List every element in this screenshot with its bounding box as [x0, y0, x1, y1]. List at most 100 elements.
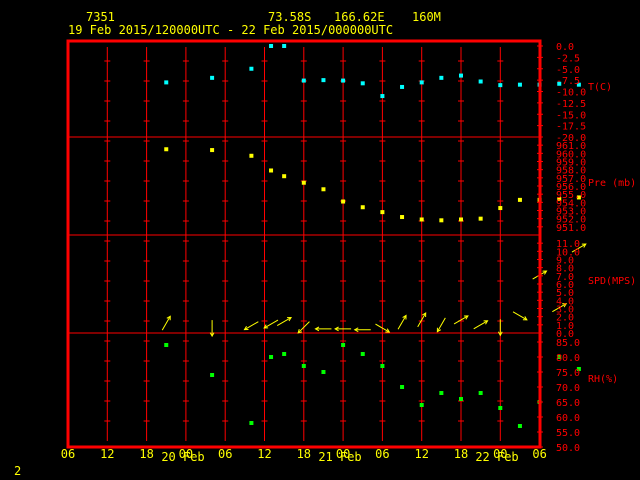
- humidity-point: [360, 352, 365, 356]
- pressure-point: [439, 218, 444, 223]
- temperature-point: [576, 82, 581, 87]
- wind-arrow-head: [422, 312, 427, 318]
- wind-arrow: [161, 316, 171, 331]
- humidity-point: [478, 391, 483, 395]
- data-marks: [161, 44, 587, 428]
- wind-arrow-head: [483, 320, 489, 325]
- wind-arrow-head: [497, 331, 503, 337]
- y-tick-label: 953.0: [556, 207, 586, 218]
- temperature-point: [301, 78, 306, 83]
- temperature-point: [400, 84, 405, 89]
- humidity-point: [400, 385, 405, 389]
- pressure-point: [269, 168, 274, 173]
- temperature-point: [249, 66, 254, 71]
- pressure-point: [498, 206, 503, 211]
- temperature-point: [341, 78, 346, 83]
- temperature-point: [282, 44, 287, 48]
- wind-arrow-head: [209, 332, 215, 338]
- panel-label: RH(%): [588, 374, 618, 385]
- wind-arrow: [263, 319, 279, 329]
- y-tick-label: 80.0: [556, 353, 580, 364]
- wind-arrow: [453, 315, 469, 325]
- wind-arrow-head: [353, 327, 359, 333]
- right-axis: 0.0-2.5-5.0-7.5-10.0-12.5-15.0-17.5-20.0…: [537, 42, 636, 454]
- y-tick-label: 0.0: [556, 42, 574, 53]
- y-tick-label: 60.0: [556, 413, 580, 424]
- panel-label: SPD(MPS): [588, 276, 636, 287]
- pressure-point: [400, 215, 405, 220]
- y-tick-label: 5.0: [556, 288, 574, 299]
- temperature-point: [419, 80, 424, 85]
- pressure-point: [360, 205, 365, 210]
- humidity-point: [164, 343, 169, 347]
- humidity-point: [419, 403, 424, 407]
- pressure-point: [517, 197, 522, 202]
- y-tick-label: -15.0: [556, 110, 586, 121]
- wind-arrow: [297, 321, 310, 334]
- y-tick-label: 3.0: [556, 305, 574, 316]
- y-tick-label: -20.0: [556, 133, 586, 144]
- pressure-point: [557, 197, 562, 202]
- bottom-axis: 06 12 18 00 06 12 18 00 06 12 18 00 06 20 Feb 21 Feb 22…: [61, 447, 547, 464]
- time-period: 19 Feb 2015/120000UTC - 22 Feb 2015/0000…: [68, 23, 394, 37]
- y-tick-label: 9.0: [556, 256, 574, 267]
- grid-layer: [104, 47, 504, 441]
- wind-arrow: [571, 243, 587, 253]
- pressure-point: [380, 210, 385, 215]
- y-tick-label: -17.5: [556, 122, 586, 133]
- wind-arrow-head: [287, 317, 292, 322]
- temperature-point: [478, 79, 483, 84]
- y-tick-label: 7.0: [556, 272, 574, 283]
- temperature-point: [380, 94, 385, 99]
- wind-arrow: [276, 317, 292, 326]
- y-tick-label: -12.5: [556, 99, 586, 110]
- y-tick-label: 959.0: [556, 158, 586, 169]
- wind-arrow-head: [522, 316, 528, 321]
- wind-arrow: [244, 321, 259, 331]
- humidity-point: [282, 352, 287, 356]
- y-tick-label: 70.0: [556, 383, 580, 394]
- pressure-point: [164, 147, 169, 152]
- x-tick-label: 18: [454, 447, 468, 461]
- y-tick-label: 2.0: [556, 313, 574, 324]
- x-tick-label: 18: [139, 447, 153, 461]
- elevation: 160M: [412, 10, 441, 24]
- humidity-point: [459, 397, 463, 401]
- humidity-point: [301, 364, 306, 368]
- temperature-point: [439, 75, 444, 80]
- y-tick-label: 8.0: [556, 264, 574, 275]
- x-tick-label: 06: [375, 447, 389, 461]
- pressure-point: [419, 217, 424, 222]
- humidity-point: [517, 424, 522, 428]
- wind-arrow-head: [463, 315, 469, 320]
- pressure-point: [478, 216, 483, 221]
- wind-arrow: [552, 303, 567, 313]
- pressure-point: [301, 180, 306, 185]
- wind-arrow-head: [243, 325, 249, 331]
- humidity-point: [321, 370, 326, 374]
- latitude: 73.58S: [268, 10, 312, 24]
- temperature-point: [498, 83, 503, 88]
- x-day-label: 20 Feb: [161, 450, 204, 464]
- wind-arrow: [473, 320, 488, 330]
- page-number: 2: [14, 464, 22, 478]
- temperature-point: [360, 81, 365, 86]
- y-tick-label: 11.0: [556, 239, 580, 250]
- y-tick-label: 961.0: [556, 141, 586, 152]
- temperature-point: [557, 81, 562, 86]
- temperature-point: [517, 82, 522, 87]
- wind-arrow-head: [314, 326, 320, 332]
- y-tick-label: 0.0: [556, 329, 574, 340]
- x-day-label: 22 Feb: [475, 450, 518, 464]
- wind-arrow-head: [385, 328, 391, 333]
- wind-arrow: [397, 315, 407, 330]
- wind-arrow-head: [297, 328, 303, 334]
- wind-arrow-head: [542, 270, 548, 275]
- y-tick-label: -5.0: [556, 65, 580, 76]
- y-tick-label: 55.0: [556, 428, 580, 439]
- y-tick-label: 10.0: [556, 247, 580, 258]
- pressure-point: [282, 174, 287, 179]
- temperature-point: [210, 75, 215, 80]
- pressure-point: [249, 153, 254, 158]
- y-tick-label: 1.0: [556, 321, 574, 332]
